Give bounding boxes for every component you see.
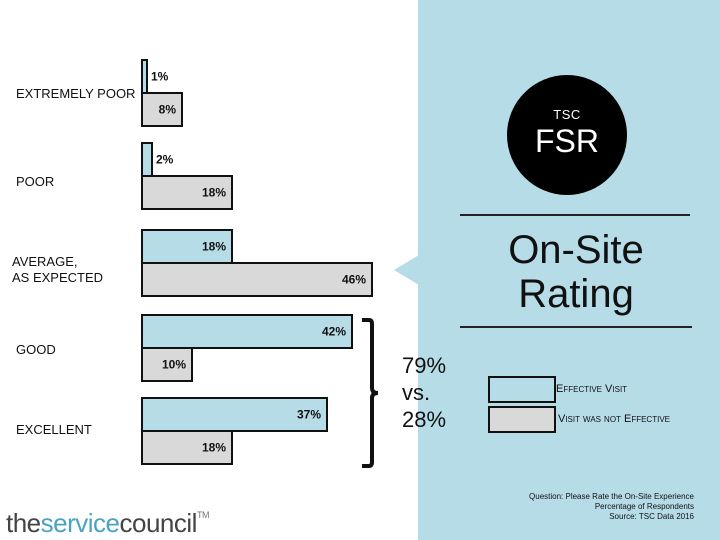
legend-label-not-effective: Visit was not Effective <box>558 413 670 425</box>
bar-label-effective-3: 42% <box>322 325 346 339</box>
footnote-percentage: Percentage of Respondents <box>594 502 694 511</box>
title-line-1: On-Site <box>508 228 644 272</box>
bar-label-not-effective-3: 10% <box>162 358 186 372</box>
category-label-average: AVERAGE, AS EXPECTED <box>12 254 122 286</box>
logo-part-the: the <box>6 508 41 538</box>
title-line-2: Rating <box>518 272 634 316</box>
title-rule-bottom <box>460 326 692 328</box>
category-label-good: GOOD <box>16 342 56 357</box>
tsc-fsr-badge: TSC FSR <box>507 75 627 195</box>
footnote-source: Source: TSC Data 2016 <box>609 512 694 521</box>
bar-not-effective-2 <box>141 262 373 297</box>
title-rule-top <box>460 214 690 216</box>
footnote-question: Question: Please Rate the On-Site Experi… <box>529 492 694 501</box>
comparison-vs: vs. <box>402 380 431 405</box>
comparison-not-effective-total: 28% <box>402 407 447 432</box>
bar-not-effective-4 <box>141 430 233 465</box>
bar-effective-1 <box>141 142 153 177</box>
page-title: On-Site Rating <box>470 228 682 316</box>
bar-label-effective-1: 2% <box>156 153 174 167</box>
legend-label-effective: Effective Visit <box>556 383 628 395</box>
bar-label-not-effective-1: 18% <box>202 186 226 200</box>
category-label-extremely-poor: EXTREMELY POOR <box>16 86 136 101</box>
bar-label-effective-4: 37% <box>297 408 321 422</box>
bar-label-not-effective-2: 46% <box>342 273 366 287</box>
bar-label-not-effective-0: 8% <box>159 103 177 117</box>
bar-label-not-effective-4: 18% <box>202 441 226 455</box>
bar-effective-4 <box>141 397 328 432</box>
logo-part-service: service <box>40 508 120 538</box>
bar-not-effective-0 <box>141 92 183 127</box>
comparison-bracket <box>362 318 379 468</box>
bar-effective-0 <box>141 59 148 94</box>
bar-not-effective-1 <box>141 175 233 210</box>
category-label-excellent: EXCELLENT <box>16 422 92 437</box>
badge-main-text: FSR <box>535 123 599 159</box>
badge-top-text: TSC <box>553 107 581 122</box>
comparison-summary: 79% vs. 28% <box>402 352 446 433</box>
legend-swatch-not-effective <box>488 406 556 433</box>
logo-part-council: council <box>119 508 198 538</box>
bar-not-effective-3 <box>141 347 193 382</box>
legend-swatch-effective <box>488 376 556 403</box>
logo-trademark: TM <box>196 510 210 520</box>
callout-pointer <box>394 255 419 285</box>
bar-label-effective-2: 18% <box>202 240 226 254</box>
source-footnote: Question: Please Rate the On-Site Experi… <box>529 492 694 522</box>
category-label-poor: POOR <box>16 174 55 189</box>
bar-label-effective-0: 1% <box>151 70 169 84</box>
service-council-logo: theservicecouncilTM <box>6 508 209 539</box>
comparison-effective-total: 79% <box>402 353 447 378</box>
bar-effective-3 <box>141 314 353 349</box>
category-label-average-text: AVERAGE, AS EXPECTED <box>12 254 104 285</box>
bar-effective-2 <box>141 229 233 264</box>
